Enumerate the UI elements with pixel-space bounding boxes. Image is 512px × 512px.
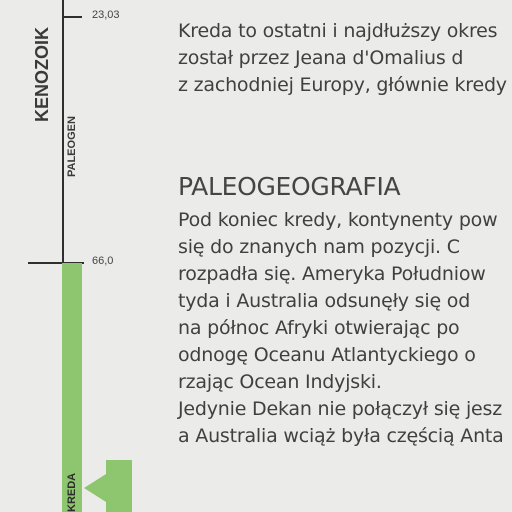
section-line: rozpadła się. Ameryka Południow [178,263,486,285]
tick-mark [62,16,82,18]
era-label: KENOZOIK [32,26,52,122]
pointer-arrow-icon [84,430,132,512]
tick-label: 66,0 [92,255,114,267]
section-line: a Australia wciąż była częścią Anta [178,425,504,447]
section-line: tyda i Australia odsunęły się od [178,290,471,312]
intro-line: z zachodniej Europy, głównie kredy [178,74,507,96]
section-line: Pod koniec kredy, kontynenty pow [178,209,498,231]
period-label: PALEOGEN [66,116,78,177]
timeline-axis [62,0,64,512]
section-line: na północ Afryki otwierając po [178,317,460,339]
section-line: się do znanych nam pozycji. C [178,236,460,258]
section-line: rzając Ocean Indyjski. [178,371,382,393]
section-paragraph: Pod koniec kredy, kontynenty pow się do … [178,207,504,450]
tick-mark [28,262,84,264]
section-line: Jedynie Dekan nie połączył się jesz [178,398,502,420]
section-line: odnogę Oceanu Atlantyckiego o [178,344,476,366]
intro-line: został przez Jeana d'Omalius d [178,47,464,69]
tick-label: 23,03 [92,9,120,21]
section-heading: PALEOGEOGRAFIA [178,172,401,201]
cretaceous-bar [62,263,82,512]
intro-line: Kreda to ostatni i najdłuższy okres [178,20,498,42]
bar-label: KREDA [66,472,78,512]
intro-paragraph: Kreda to ostatni i najdłuższy okres zost… [178,18,507,99]
